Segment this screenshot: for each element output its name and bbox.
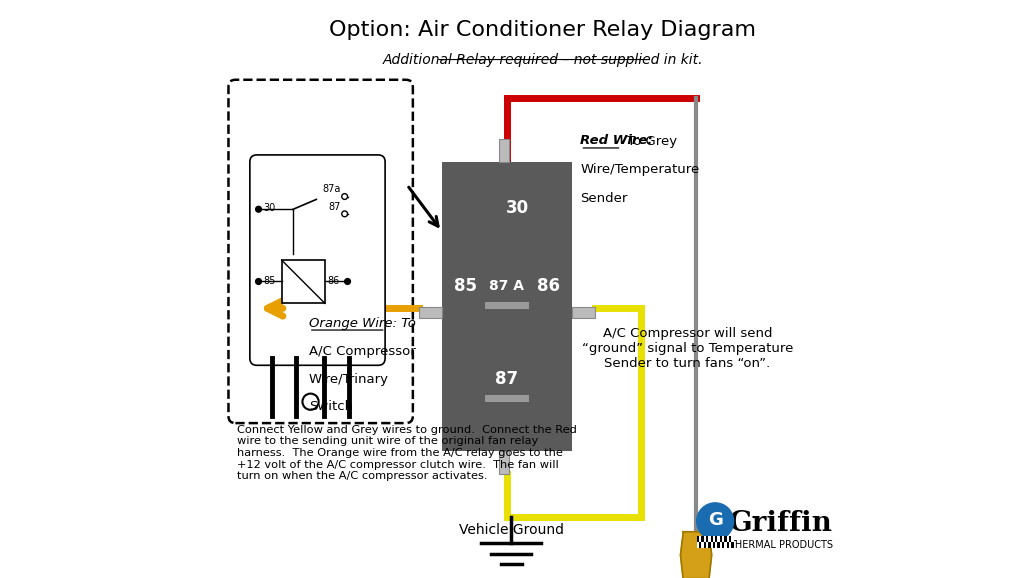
Bar	[725, 536, 727, 542]
Bar	[701, 536, 703, 542]
Bar	[708, 542, 710, 548]
Bar	[720, 542, 722, 548]
Text: Griffin: Griffin	[729, 510, 833, 537]
Text: 30: 30	[506, 199, 528, 217]
Circle shape	[256, 279, 261, 284]
Bar	[499, 451, 510, 474]
Bar	[499, 139, 510, 162]
Circle shape	[256, 206, 261, 212]
Bar	[729, 536, 731, 542]
Bar	[418, 307, 442, 318]
Bar	[697, 542, 699, 548]
Bar	[725, 542, 727, 548]
Circle shape	[697, 503, 734, 540]
Bar	[718, 536, 720, 542]
Text: 85: 85	[263, 276, 276, 287]
Bar	[720, 536, 722, 542]
Bar	[727, 536, 729, 542]
Bar	[706, 542, 708, 548]
Bar	[572, 307, 595, 318]
Text: Orange Wire: To: Orange Wire: To	[308, 317, 415, 329]
Text: Connect Yellow and Grey wires to ground.  Connect the Red
wire to the sending un: Connect Yellow and Grey wires to ground.…	[236, 425, 577, 481]
Bar	[282, 260, 325, 303]
Bar	[697, 536, 699, 542]
Bar	[710, 542, 712, 548]
Text: Option: Air Conditioner Relay Diagram: Option: Air Conditioner Relay Diagram	[329, 20, 757, 40]
Text: 85: 85	[453, 277, 477, 295]
Text: Switch: Switch	[308, 401, 353, 413]
Text: 30: 30	[263, 203, 276, 213]
Bar	[715, 536, 718, 542]
Circle shape	[344, 279, 351, 284]
Bar	[484, 302, 528, 309]
FancyBboxPatch shape	[228, 80, 413, 423]
Bar	[727, 542, 729, 548]
Bar	[722, 536, 725, 542]
Bar	[701, 542, 703, 548]
Text: Wire/Trinary: Wire/Trinary	[308, 373, 389, 386]
Polygon shape	[681, 532, 711, 578]
Text: A/C Compressor: A/C Compressor	[308, 346, 415, 358]
Text: G: G	[707, 511, 723, 529]
Text: Vehicle Ground: Vehicle Ground	[458, 523, 563, 537]
Bar	[706, 536, 708, 542]
Bar	[731, 536, 734, 542]
Text: To Grey: To Grey	[623, 135, 676, 147]
Bar	[722, 542, 725, 548]
FancyBboxPatch shape	[250, 155, 386, 365]
Bar	[712, 536, 715, 542]
Text: Additional Relay required – not supplied in kit.: Additional Relay required – not supplied…	[382, 53, 703, 67]
Bar	[729, 542, 731, 548]
Bar	[718, 542, 720, 548]
Text: A/C Compressor will send
“ground” signal to Temperature
Sender to turn fans “on”: A/C Compressor will send “ground” signal…	[582, 327, 793, 369]
Bar	[699, 542, 701, 548]
Text: 87: 87	[495, 369, 518, 388]
Text: Wire/Temperature: Wire/Temperature	[581, 164, 700, 176]
Bar	[708, 536, 710, 542]
Text: THERMAL PRODUCTS: THERMAL PRODUCTS	[729, 540, 833, 550]
Bar	[699, 536, 701, 542]
Bar	[731, 542, 734, 548]
Bar	[703, 542, 706, 548]
Bar	[484, 395, 528, 402]
Text: 87 A: 87 A	[489, 279, 524, 293]
Bar	[703, 536, 706, 542]
Text: Sender: Sender	[581, 192, 628, 205]
Circle shape	[341, 211, 347, 217]
Text: Red Wire:: Red Wire:	[581, 135, 653, 147]
Bar	[712, 542, 715, 548]
Text: 86: 86	[327, 276, 339, 287]
Text: 87: 87	[328, 202, 340, 212]
FancyBboxPatch shape	[442, 162, 572, 451]
Bar	[710, 536, 712, 542]
Bar	[715, 542, 718, 548]
Text: 87a: 87a	[322, 184, 340, 194]
Text: 86: 86	[537, 277, 560, 295]
Circle shape	[341, 194, 347, 199]
Circle shape	[302, 394, 319, 410]
